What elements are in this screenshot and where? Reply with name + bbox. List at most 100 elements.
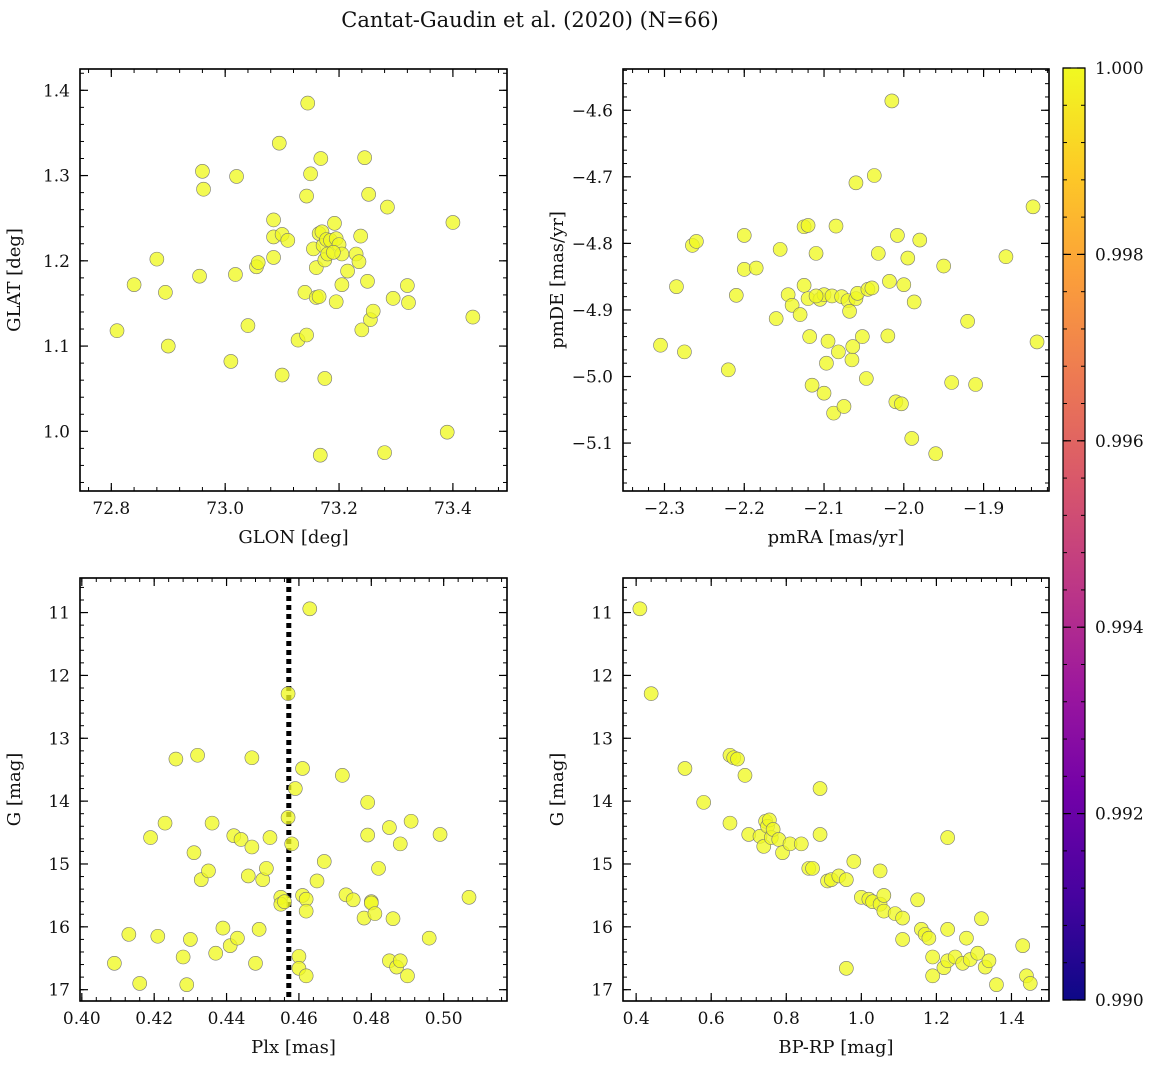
- data-point: [183, 932, 198, 947]
- data-point: [736, 228, 752, 243]
- data-point: [157, 815, 173, 831]
- data-point: [168, 751, 184, 767]
- data-point: [880, 328, 896, 344]
- data-point: [882, 274, 897, 289]
- data-point: [303, 166, 318, 182]
- data-point: [910, 892, 925, 908]
- y-tick-label: −4.7: [572, 168, 613, 188]
- colorbar-gradient: [1062, 67, 1086, 1001]
- data-point: [900, 250, 916, 266]
- colorbar-tick-label: 0.994: [1095, 618, 1144, 638]
- data-point: [250, 255, 266, 270]
- x-tick-label: 1.4: [998, 1009, 1025, 1029]
- y-axis-label: pmDE [mas/yr]: [547, 211, 568, 349]
- data-point: [936, 258, 951, 274]
- data-point: [240, 318, 256, 333]
- x-tick-label: −2.1: [803, 499, 844, 519]
- colorbar-tick-label: 0.996: [1095, 432, 1144, 452]
- data-point: [316, 854, 332, 869]
- x-axis-label: GLON [deg]: [238, 527, 348, 548]
- data-point: [981, 953, 997, 969]
- data-point: [989, 977, 1004, 992]
- data-point: [328, 294, 344, 310]
- data-point: [842, 303, 857, 319]
- x-tick-label: 0.46: [280, 1009, 318, 1029]
- data-point: [831, 344, 846, 360]
- x-axis-label: BP-RP [mag]: [778, 1037, 893, 1058]
- y-tick-label: −4.8: [572, 234, 613, 254]
- data-point: [866, 168, 882, 183]
- data-point: [259, 861, 274, 876]
- y-tick-label: −4.6: [572, 101, 613, 121]
- data-point: [361, 187, 376, 202]
- data-point: [334, 277, 350, 292]
- data-point: [940, 830, 955, 845]
- plot-frame: [622, 68, 1050, 492]
- data-point: [925, 968, 940, 984]
- data-point: [839, 961, 854, 976]
- data-point: [109, 323, 125, 339]
- data-point: [403, 813, 419, 829]
- data-point: [890, 228, 905, 243]
- data-point: [772, 242, 788, 257]
- data-point: [345, 892, 361, 908]
- x-tick-label: 73.0: [206, 499, 244, 519]
- data-point: [805, 861, 820, 876]
- x-tick-label: 0.50: [425, 1009, 463, 1029]
- data-point: [360, 827, 375, 843]
- colorbar-tick-label: 0.990: [1095, 991, 1144, 1011]
- scatter-pmra-pmde: −2.3 −2.2 −2.1 −2.0 −1.9 −5.1 −5.0 −4.9 −4.8 −4.7…: [547, 68, 1050, 548]
- y-tick-label: 13: [591, 729, 613, 749]
- data-point: [721, 362, 736, 378]
- y-tick-label: 14: [591, 792, 613, 812]
- data-point: [696, 795, 711, 810]
- scatter-bprp-g: 0.4 0.6 0.8 1.0 1.2 1.4 11 12 13 14 15 16 17 BP-RP [m…: [547, 577, 1050, 1058]
- x-tick-label: 0.48: [352, 1009, 390, 1029]
- y-axis-label: GLAT [deg]: [4, 228, 25, 332]
- data-point: [288, 781, 303, 796]
- data-point: [367, 906, 383, 921]
- data-point: [371, 861, 386, 876]
- data-point: [400, 278, 415, 293]
- data-point: [353, 228, 368, 244]
- plot-frame-top: [622, 68, 1050, 492]
- data-point: [298, 968, 314, 984]
- data-point: [284, 836, 299, 852]
- data-point: [895, 932, 910, 947]
- data-point: [271, 135, 287, 151]
- data-point: [796, 278, 812, 293]
- data-point: [274, 367, 290, 383]
- data-point: [280, 686, 296, 701]
- data-point: [906, 294, 922, 310]
- data-point: [335, 768, 350, 783]
- data-point: [392, 953, 408, 969]
- data-point: [432, 827, 448, 842]
- data-point: [298, 903, 314, 919]
- data-point: [819, 355, 834, 371]
- y-tick-label: 13: [48, 729, 70, 749]
- x-tick-label: −2.3: [644, 499, 685, 519]
- data-point: [326, 244, 341, 260]
- data-point: [244, 839, 260, 855]
- data-point: [266, 212, 281, 228]
- data-point: [844, 352, 860, 368]
- data-point: [160, 338, 176, 354]
- data-point: [126, 277, 142, 292]
- data-point: [354, 322, 370, 338]
- y-tick-label: 1.2: [43, 252, 70, 272]
- colorbar-tick-label: 0.992: [1095, 805, 1144, 825]
- data-point: [377, 445, 392, 460]
- x-tick-label: 0.8: [773, 1009, 800, 1029]
- data-point: [896, 277, 912, 292]
- data-point: [312, 447, 328, 463]
- data-point: [299, 327, 314, 343]
- data-point: [904, 431, 920, 446]
- data-point: [295, 761, 310, 776]
- x-tick-label: 0.6: [698, 1009, 725, 1029]
- data-point: [439, 424, 455, 440]
- x-tick-label: 72.8: [92, 499, 130, 519]
- y-tick-label: 1.0: [43, 422, 70, 442]
- data-point: [313, 151, 329, 166]
- y-tick-label: 15: [48, 855, 70, 875]
- data-point: [360, 273, 375, 289]
